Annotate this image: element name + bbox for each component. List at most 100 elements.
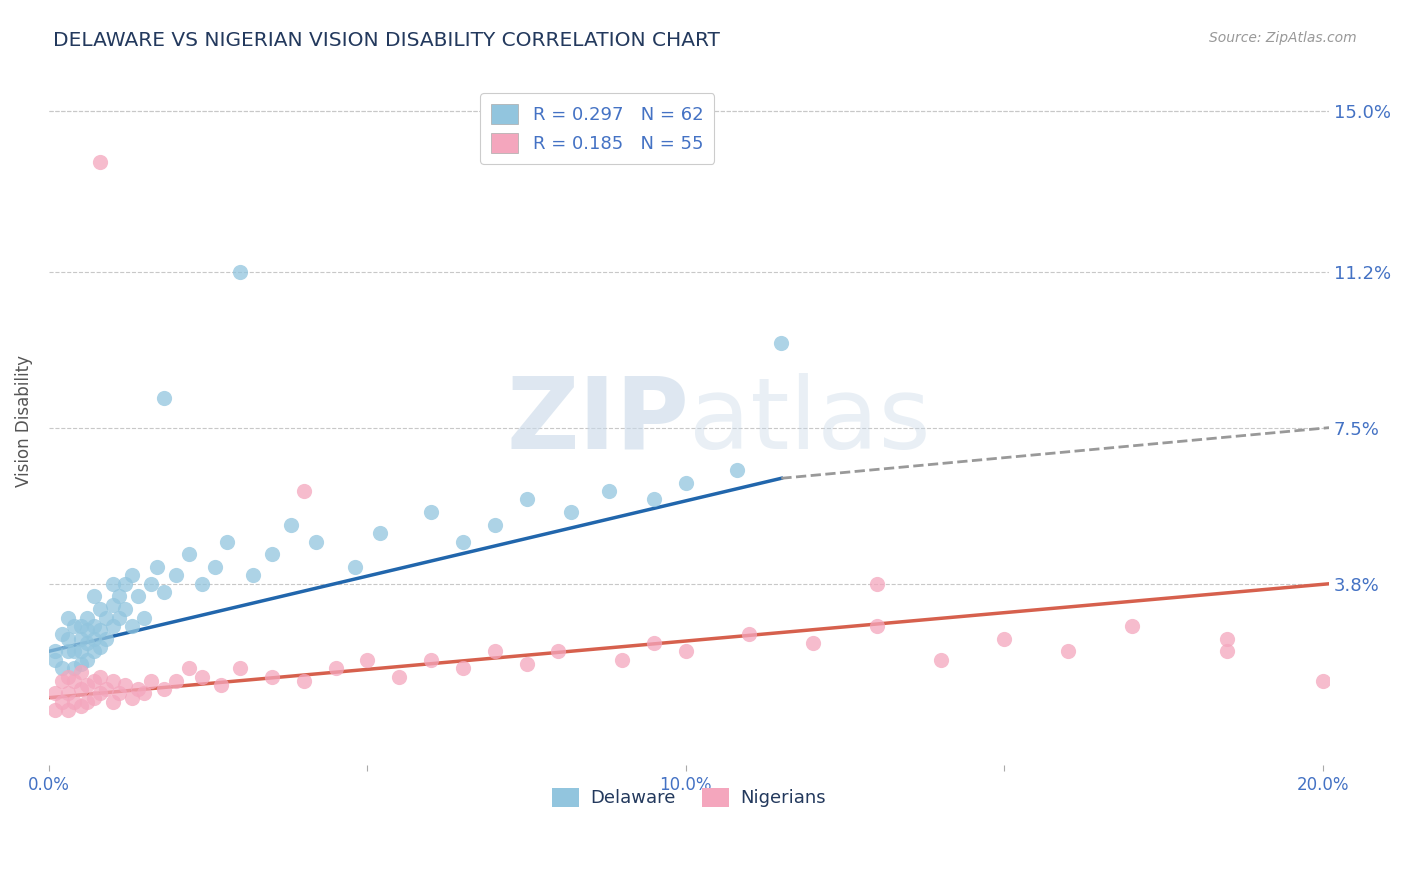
Point bbox=[191, 576, 214, 591]
Point bbox=[242, 568, 264, 582]
Point bbox=[83, 690, 105, 705]
Point bbox=[643, 492, 665, 507]
Point bbox=[89, 602, 111, 616]
Point bbox=[69, 619, 91, 633]
Point bbox=[356, 653, 378, 667]
Point bbox=[83, 673, 105, 688]
Point bbox=[177, 661, 200, 675]
Point bbox=[801, 636, 824, 650]
Point bbox=[101, 619, 124, 633]
Point bbox=[177, 547, 200, 561]
Point bbox=[69, 682, 91, 697]
Point bbox=[451, 661, 474, 675]
Point bbox=[139, 673, 162, 688]
Point bbox=[121, 690, 143, 705]
Point bbox=[127, 590, 149, 604]
Point bbox=[217, 534, 239, 549]
Point bbox=[56, 610, 79, 624]
Point bbox=[56, 703, 79, 717]
Point bbox=[204, 560, 226, 574]
Point bbox=[63, 673, 86, 688]
Point bbox=[993, 632, 1015, 646]
Point bbox=[69, 632, 91, 646]
Point bbox=[44, 653, 66, 667]
Text: atlas: atlas bbox=[689, 373, 931, 470]
Point bbox=[325, 661, 347, 675]
Point bbox=[134, 686, 156, 700]
Point bbox=[1121, 619, 1143, 633]
Point bbox=[108, 686, 131, 700]
Point bbox=[69, 644, 91, 658]
Point bbox=[484, 644, 506, 658]
Point bbox=[121, 619, 143, 633]
Point bbox=[134, 610, 156, 624]
Point bbox=[63, 644, 86, 658]
Point bbox=[598, 483, 620, 498]
Point bbox=[114, 678, 136, 692]
Point bbox=[547, 644, 569, 658]
Legend: Delaware, Nigerians: Delaware, Nigerians bbox=[544, 780, 834, 814]
Point bbox=[420, 505, 443, 519]
Point bbox=[929, 653, 952, 667]
Y-axis label: Vision Disability: Vision Disability bbox=[15, 355, 32, 487]
Point bbox=[44, 686, 66, 700]
Point bbox=[643, 636, 665, 650]
Point bbox=[56, 686, 79, 700]
Point bbox=[260, 670, 283, 684]
Point bbox=[56, 670, 79, 684]
Point bbox=[675, 475, 697, 490]
Point bbox=[770, 336, 793, 351]
Point bbox=[63, 661, 86, 675]
Point bbox=[101, 673, 124, 688]
Point bbox=[738, 627, 761, 641]
Point bbox=[152, 682, 174, 697]
Point bbox=[76, 623, 98, 637]
Point bbox=[101, 598, 124, 612]
Point bbox=[89, 640, 111, 654]
Point bbox=[229, 661, 252, 675]
Point bbox=[165, 568, 187, 582]
Point bbox=[96, 632, 118, 646]
Point bbox=[292, 483, 315, 498]
Point bbox=[101, 576, 124, 591]
Point bbox=[76, 678, 98, 692]
Point bbox=[44, 644, 66, 658]
Point bbox=[76, 695, 98, 709]
Point bbox=[83, 619, 105, 633]
Point bbox=[1312, 673, 1334, 688]
Point bbox=[139, 576, 162, 591]
Point bbox=[191, 670, 214, 684]
Point bbox=[1057, 644, 1080, 658]
Point bbox=[51, 661, 73, 675]
Point bbox=[866, 619, 889, 633]
Point bbox=[51, 673, 73, 688]
Text: ZIP: ZIP bbox=[506, 373, 689, 470]
Point bbox=[516, 657, 538, 671]
Point bbox=[69, 699, 91, 714]
Point bbox=[108, 590, 131, 604]
Point bbox=[83, 644, 105, 658]
Point bbox=[152, 585, 174, 599]
Point bbox=[51, 627, 73, 641]
Point bbox=[56, 632, 79, 646]
Point bbox=[209, 678, 232, 692]
Point bbox=[101, 695, 124, 709]
Point bbox=[69, 657, 91, 671]
Point bbox=[69, 665, 91, 680]
Point bbox=[89, 686, 111, 700]
Point bbox=[96, 682, 118, 697]
Point bbox=[114, 576, 136, 591]
Point bbox=[866, 576, 889, 591]
Point bbox=[76, 610, 98, 624]
Text: Source: ZipAtlas.com: Source: ZipAtlas.com bbox=[1209, 31, 1357, 45]
Point bbox=[229, 264, 252, 278]
Point bbox=[114, 602, 136, 616]
Point bbox=[610, 653, 633, 667]
Point bbox=[305, 534, 328, 549]
Point bbox=[484, 517, 506, 532]
Point bbox=[1216, 644, 1239, 658]
Point bbox=[343, 560, 366, 574]
Point bbox=[165, 673, 187, 688]
Point bbox=[420, 653, 443, 667]
Point bbox=[63, 695, 86, 709]
